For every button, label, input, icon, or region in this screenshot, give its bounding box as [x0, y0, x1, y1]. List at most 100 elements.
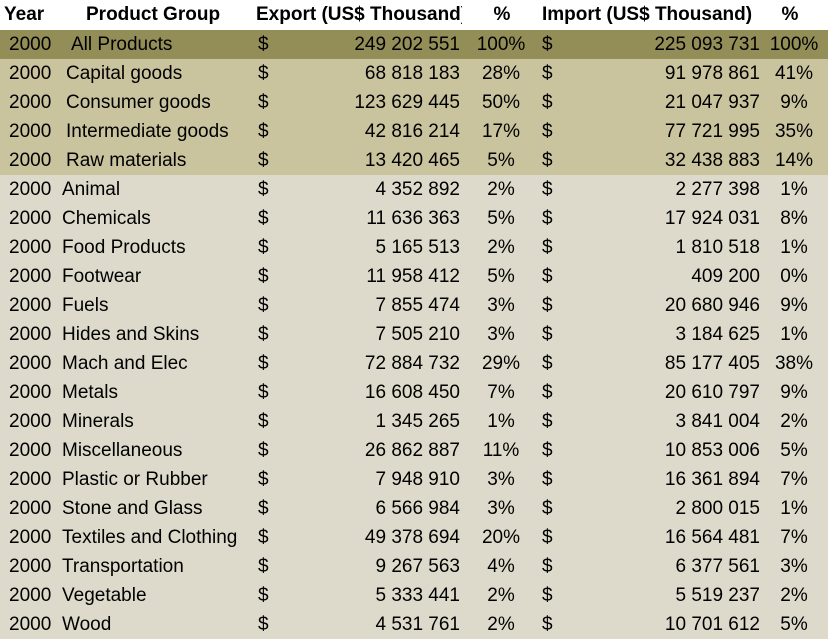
product-cell[interactable]: Hides and Skins — [62, 324, 200, 345]
export-currency-cell[interactable]: $ — [258, 150, 269, 171]
export-pct-cell[interactable]: 7% — [487, 382, 515, 403]
export-currency-cell[interactable]: $ — [258, 353, 269, 374]
export-currency-cell[interactable]: $ — [258, 208, 269, 229]
export-value-cell[interactable]: 11 958 412 — [366, 266, 460, 287]
import-value-cell[interactable]: 17 924 031 — [664, 208, 760, 229]
export-value-cell[interactable]: 42 816 214 — [364, 121, 460, 142]
product-cell[interactable]: Transportation — [62, 556, 184, 577]
import-value-cell[interactable]: 91 978 861 — [664, 63, 760, 84]
import-pct-cell[interactable]: 0% — [780, 266, 808, 287]
import-value-cell[interactable]: 21 047 937 — [664, 92, 760, 113]
export-currency-cell[interactable]: $ — [258, 179, 269, 200]
export-value-cell[interactable]: 249 202 551 — [354, 34, 460, 55]
import-value-cell[interactable]: 6 377 561 — [675, 556, 760, 577]
import-pct-cell[interactable]: 41% — [774, 63, 814, 84]
export-value-cell[interactable]: 26 862 887 — [364, 440, 460, 461]
product-cell[interactable]: Chemicals — [62, 208, 151, 229]
product-cell[interactable]: Consumer goods — [66, 92, 211, 113]
import-pct-cell[interactable]: 9% — [780, 295, 808, 316]
export-pct-cell[interactable]: 29% — [481, 353, 521, 374]
import-value-cell[interactable]: 10 853 006 — [664, 440, 760, 461]
year-cell[interactable]: 2000 — [9, 63, 52, 84]
import-currency-cell[interactable]: $ — [542, 353, 553, 374]
export-pct-cell[interactable]: 5% — [487, 208, 515, 229]
export-pct-cell[interactable]: 3% — [487, 469, 515, 490]
export-value-cell[interactable]: 13 420 465 — [364, 150, 460, 171]
import-currency-cell[interactable]: $ — [542, 498, 553, 519]
import-pct-cell[interactable]: 35% — [774, 121, 814, 142]
export-pct-cell[interactable]: 50% — [481, 92, 521, 113]
import-value-cell[interactable]: 77 721 995 — [664, 121, 760, 142]
product-cell[interactable]: Food Products — [62, 237, 186, 258]
import-pct-cell[interactable]: 14% — [774, 150, 814, 171]
year-cell[interactable]: 2000 — [9, 411, 52, 432]
import-currency-cell[interactable]: $ — [542, 585, 553, 606]
import-currency-cell[interactable]: $ — [542, 556, 553, 577]
export-currency-cell[interactable]: $ — [258, 324, 269, 345]
year-cell[interactable]: 2000 — [9, 121, 52, 142]
export-currency-cell[interactable]: $ — [258, 585, 269, 606]
product-cell[interactable]: Plastic or Rubber — [62, 469, 208, 490]
export-currency-cell[interactable]: $ — [258, 63, 269, 84]
export-value-cell[interactable]: 4 531 761 — [375, 614, 460, 635]
export-currency-cell[interactable]: $ — [258, 295, 269, 316]
export-currency-cell[interactable]: $ — [258, 266, 269, 287]
import-currency-cell[interactable]: $ — [542, 179, 553, 200]
export-value-cell[interactable]: 5 333 441 — [375, 585, 460, 606]
year-cell[interactable]: 2000 — [9, 324, 52, 345]
import-value-cell[interactable]: 2 800 015 — [675, 498, 760, 519]
import-pct-cell[interactable]: 9% — [780, 382, 808, 403]
year-cell[interactable]: 2000 — [9, 353, 52, 374]
product-cell[interactable]: Vegetable — [62, 585, 147, 606]
export-currency-cell[interactable]: $ — [258, 382, 269, 403]
export-value-cell[interactable]: 9 267 563 — [375, 556, 460, 577]
year-cell[interactable]: 2000 — [9, 585, 52, 606]
header-export[interactable]: Export (US$ Thousand) — [256, 4, 462, 25]
product-cell[interactable]: All Products — [71, 34, 173, 55]
export-value-cell[interactable]: 123 629 445 — [354, 92, 460, 113]
export-currency-cell[interactable]: $ — [258, 440, 269, 461]
product-cell[interactable]: Wood — [62, 614, 112, 635]
product-cell[interactable]: Intermediate goods — [66, 121, 229, 142]
export-pct-cell[interactable]: 5% — [487, 150, 515, 171]
year-cell[interactable]: 2000 — [9, 208, 52, 229]
product-cell[interactable]: Miscellaneous — [62, 440, 183, 461]
product-cell[interactable]: Capital goods — [66, 63, 183, 84]
year-cell[interactable]: 2000 — [9, 614, 52, 635]
export-pct-cell[interactable]: 20% — [481, 527, 521, 548]
export-pct-cell[interactable]: 100% — [476, 34, 526, 55]
year-cell[interactable]: 2000 — [9, 556, 52, 577]
import-currency-cell[interactable]: $ — [542, 208, 553, 229]
import-value-cell[interactable]: 16 361 894 — [664, 469, 760, 490]
year-cell[interactable]: 2000 — [9, 92, 52, 113]
import-value-cell[interactable]: 20 610 797 — [664, 382, 760, 403]
export-currency-cell[interactable]: $ — [258, 556, 269, 577]
export-currency-cell[interactable]: $ — [258, 498, 269, 519]
export-pct-cell[interactable]: 1% — [487, 411, 515, 432]
export-currency-cell[interactable]: $ — [258, 411, 269, 432]
export-value-cell[interactable]: 11 636 363 — [366, 208, 460, 229]
export-pct-cell[interactable]: 28% — [481, 63, 521, 84]
import-value-cell[interactable]: 85 177 405 — [664, 353, 760, 374]
import-pct-cell[interactable]: 38% — [774, 353, 814, 374]
header-import-pct[interactable]: % — [781, 4, 799, 25]
import-pct-cell[interactable]: 1% — [780, 237, 808, 258]
import-pct-cell[interactable]: 9% — [780, 92, 808, 113]
import-pct-cell[interactable]: 7% — [780, 527, 808, 548]
header-product-group[interactable]: Product Group — [86, 4, 221, 25]
export-pct-cell[interactable]: 2% — [487, 179, 515, 200]
export-currency-cell[interactable]: $ — [258, 614, 269, 635]
import-currency-cell[interactable]: $ — [542, 295, 553, 316]
year-cell[interactable]: 2000 — [9, 440, 52, 461]
product-cell[interactable]: Textiles and Clothing — [62, 527, 238, 548]
import-currency-cell[interactable]: $ — [542, 324, 553, 345]
product-cell[interactable]: Fuels — [62, 295, 109, 316]
import-currency-cell[interactable]: $ — [542, 150, 553, 171]
import-value-cell[interactable]: 5 519 237 — [675, 585, 760, 606]
year-cell[interactable]: 2000 — [9, 237, 52, 258]
export-pct-cell[interactable]: 3% — [487, 324, 515, 345]
product-cell[interactable]: Metals — [62, 382, 118, 403]
import-value-cell[interactable]: 10 701 612 — [664, 614, 760, 635]
import-currency-cell[interactable]: $ — [542, 63, 553, 84]
import-currency-cell[interactable]: $ — [542, 411, 553, 432]
